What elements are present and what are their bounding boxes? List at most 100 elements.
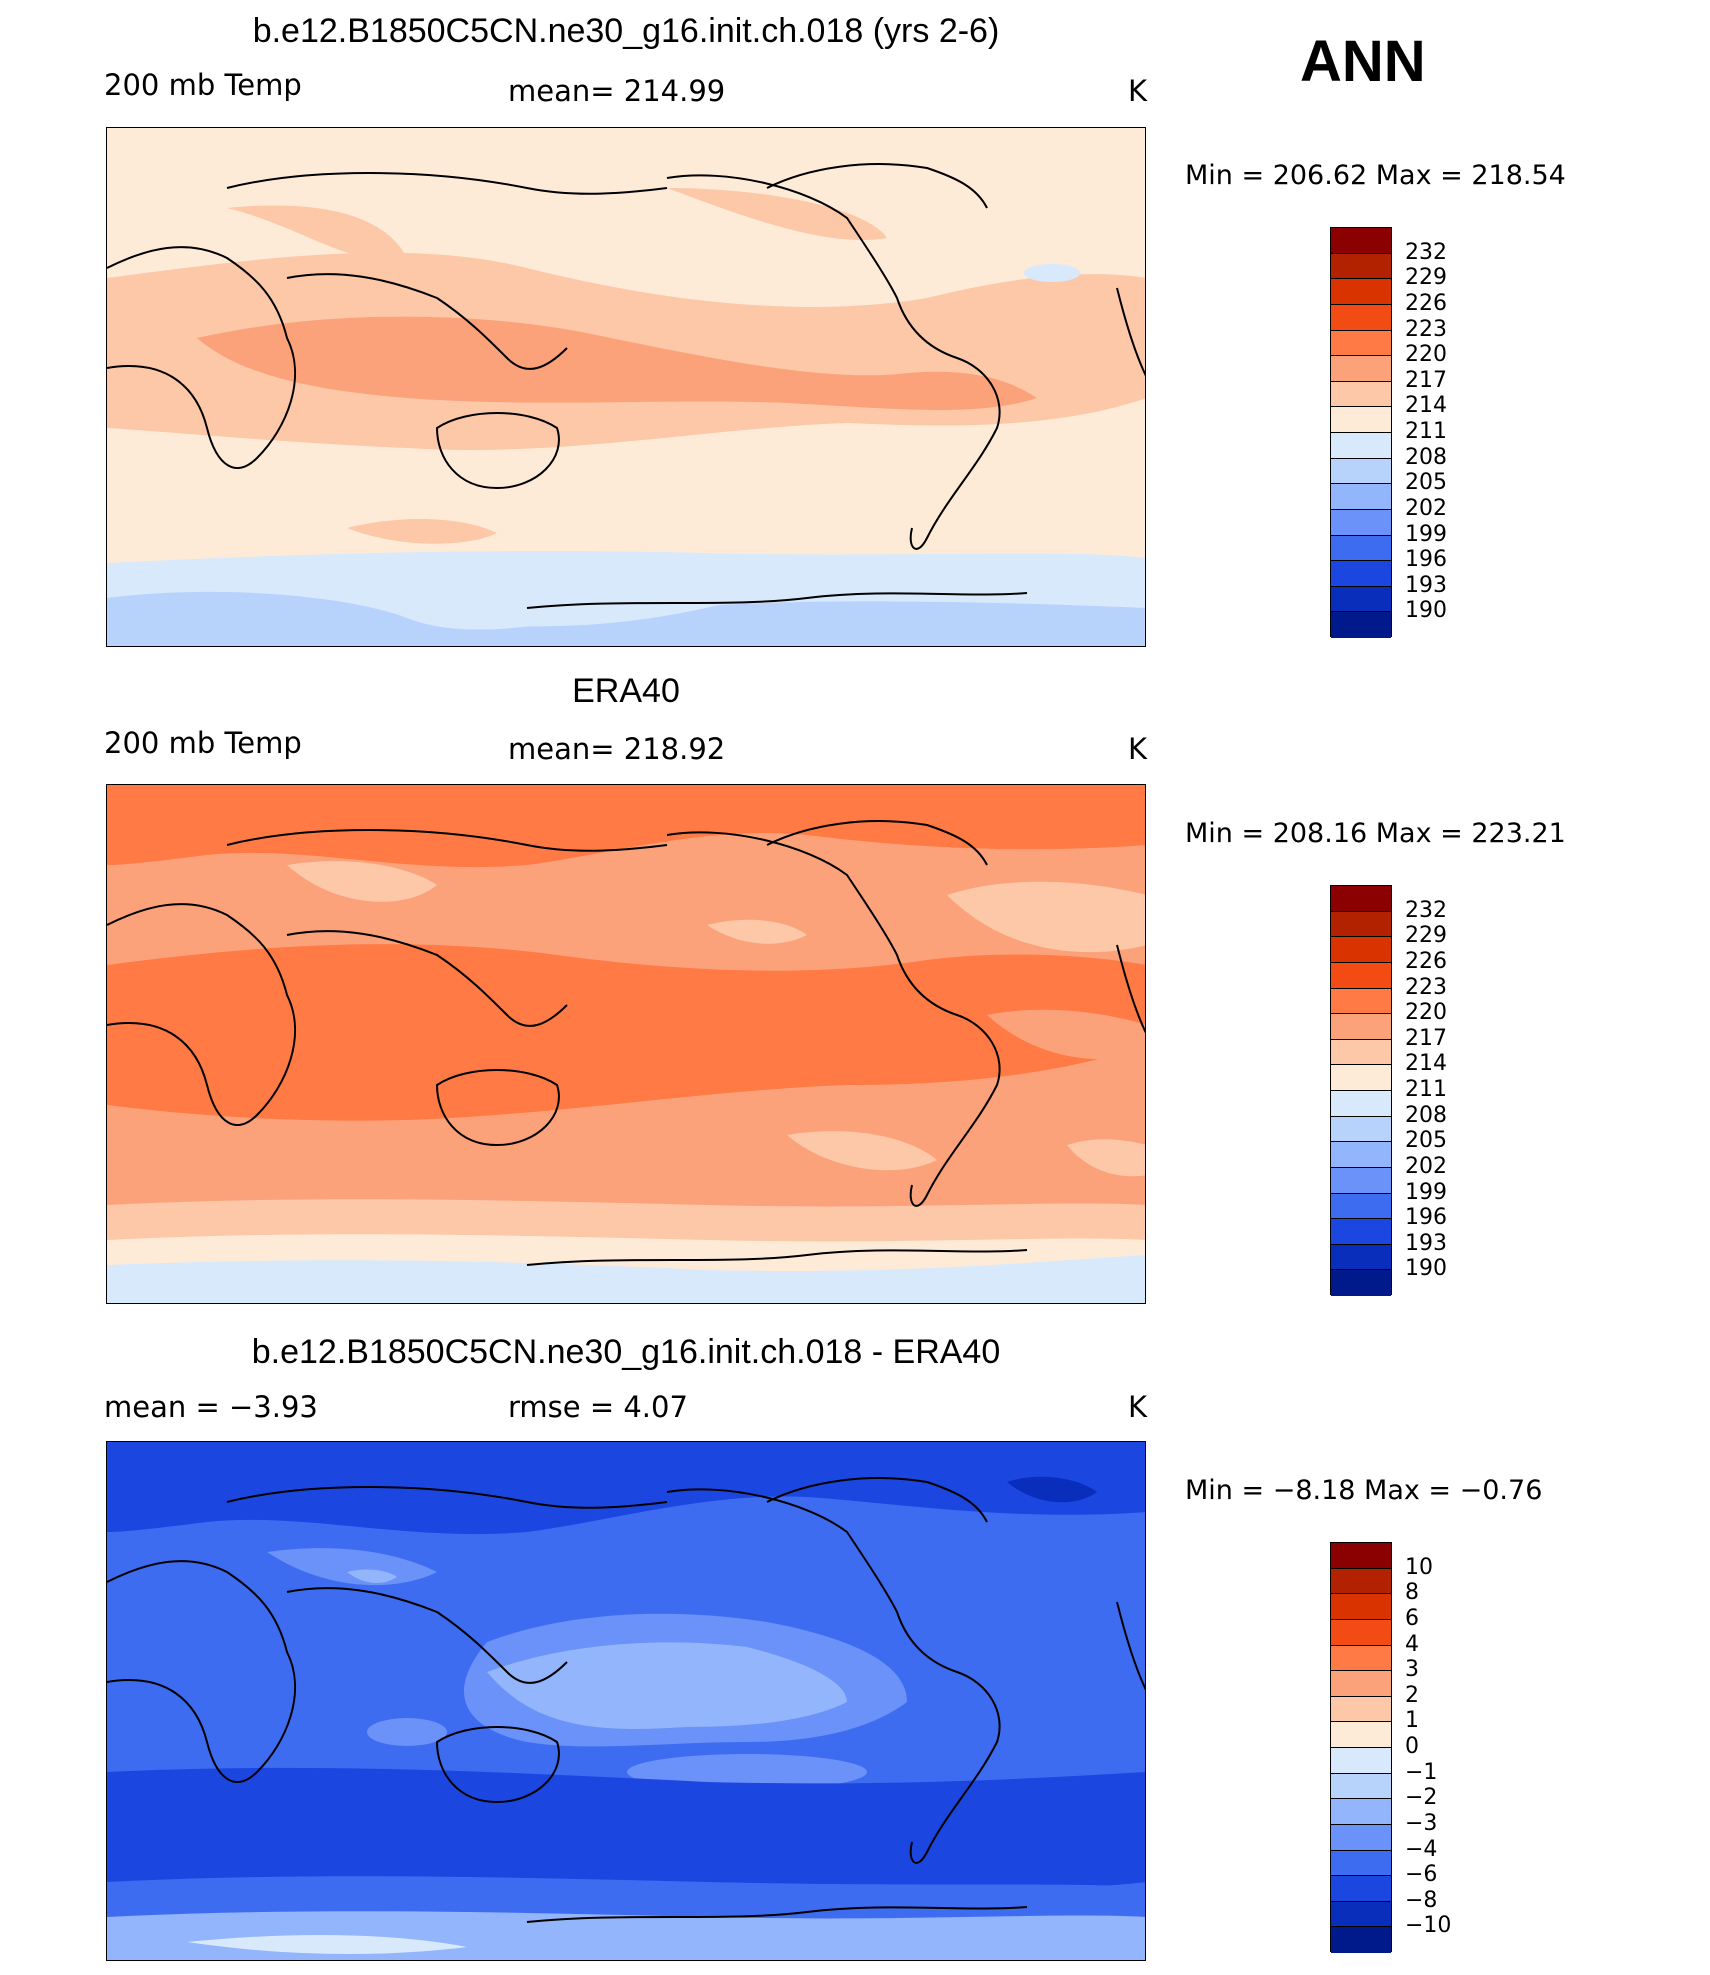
- season-label: ANN: [1300, 29, 1426, 94]
- colorbar-swatch: [1331, 937, 1391, 963]
- colorbar-tick-label: 10: [1405, 1554, 1433, 1580]
- colorbar-tick-label: 220: [1405, 1000, 1447, 1026]
- colorbar-swatch: [1331, 612, 1391, 638]
- colorbar-swatch: [1331, 1773, 1391, 1800]
- colorbar-swatch: [1331, 509, 1391, 536]
- colorbar-swatch: [1331, 1219, 1391, 1245]
- colorbar-swatch: [1331, 586, 1391, 613]
- colorbar-tick-label: 3: [1405, 1657, 1419, 1683]
- colorbar-swatch: [1331, 1876, 1391, 1902]
- colorbar-tick-label: 196: [1405, 547, 1447, 573]
- colorbar-swatch: [1331, 356, 1391, 382]
- colorbar-tick-label: 2: [1405, 1682, 1419, 1708]
- colorbar-swatch: [1331, 1824, 1391, 1851]
- colorbar-swatch: [1331, 1270, 1391, 1296]
- colorbar-swatch: [1331, 1696, 1391, 1723]
- colorbar-swatch: [1331, 561, 1391, 587]
- colorbar-swatch: [1331, 484, 1391, 510]
- colorbar-swatch: [1331, 1645, 1391, 1672]
- colorbar-swatch: [1331, 535, 1391, 562]
- panel2-contour-field: [107, 785, 1145, 1303]
- colorbar-swatch: [1331, 886, 1391, 912]
- panel2-title: ERA40: [572, 672, 680, 710]
- colorbar-swatch: [1331, 1193, 1391, 1220]
- panel1-minmax-label: Min = 206.62 Max = 218.54: [1185, 160, 1566, 191]
- colorbar-swatch: [1331, 962, 1391, 989]
- colorbar-tick-label: 4: [1405, 1631, 1419, 1657]
- panel2-mean-label: mean= 218.92: [508, 732, 726, 766]
- panel1-units-label: K: [1128, 74, 1148, 108]
- colorbar-tick-label: 193: [1405, 1230, 1447, 1256]
- panel2-map: [106, 784, 1146, 1304]
- colorbar-swatch: [1331, 1167, 1391, 1194]
- colorbar-swatch: [1331, 330, 1391, 357]
- colorbar-swatch: [1331, 1671, 1391, 1697]
- colorbar-swatch: [1331, 1091, 1391, 1117]
- colorbar-tick-label: 223: [1405, 974, 1447, 1000]
- colorbar-tick-label: 205: [1405, 470, 1447, 496]
- colorbar-swatch: [1331, 1116, 1391, 1143]
- panel3-mean-label: mean = −3.93: [104, 1390, 318, 1424]
- colorbar-tick-label: 208: [1405, 1102, 1447, 1128]
- colorbar-swatch: [1331, 988, 1391, 1015]
- panel1-map: [106, 127, 1146, 647]
- colorbar-tick-label: 196: [1405, 1205, 1447, 1231]
- colorbar-tick-label: 190: [1405, 1256, 1447, 1282]
- colorbar-swatch: [1331, 279, 1391, 305]
- panel3-title: b.e12.B1850C5CN.ne30_g16.init.ch.018 - E…: [251, 1333, 1001, 1371]
- colorbar-tick-label: 208: [1405, 444, 1447, 470]
- colorbar-tick-label: 220: [1405, 342, 1447, 368]
- colorbar-tick-label: −3: [1405, 1810, 1438, 1836]
- colorbar-tick-label: −4: [1405, 1836, 1438, 1862]
- colorbar-tick-label: 199: [1405, 521, 1447, 547]
- colorbar-tick-label: −1: [1405, 1759, 1438, 1785]
- colorbar-swatch: [1331, 1039, 1391, 1066]
- colorbar-swatch: [1331, 458, 1391, 485]
- colorbar-swatch: [1331, 911, 1391, 938]
- colorbar-tick-label: 6: [1405, 1605, 1419, 1631]
- colorbar-tick-label: 8: [1405, 1580, 1419, 1606]
- colorbar-swatch: [1331, 1014, 1391, 1040]
- colorbar-tick-label: 217: [1405, 1025, 1447, 1051]
- colorbar-swatch: [1331, 433, 1391, 459]
- colorbar-tick-label: 190: [1405, 598, 1447, 624]
- panel3-map: [106, 1441, 1146, 1961]
- colorbar-tick-label: 214: [1405, 393, 1447, 419]
- colorbar-tick-label: 1: [1405, 1708, 1419, 1734]
- colorbar-swatch: [1331, 1142, 1391, 1168]
- panel2-minmax-label: Min = 208.16 Max = 223.21: [1185, 818, 1566, 849]
- colorbar-tick-label: 214: [1405, 1051, 1447, 1077]
- colorbar-tick-label: 217: [1405, 367, 1447, 393]
- panel3-rmse-label: rmse = 4.07: [508, 1390, 688, 1424]
- panel1-variable-label: 200 mb Temp: [104, 68, 302, 102]
- panel2-units-label: K: [1128, 732, 1148, 766]
- colorbar-tick-label: 229: [1405, 265, 1447, 291]
- colorbar-tick-label: 226: [1405, 290, 1447, 316]
- colorbar-swatch: [1331, 1901, 1391, 1928]
- panel1-title: b.e12.B1850C5CN.ne30_g16.init.ch.018 (yr…: [252, 12, 1000, 50]
- colorbar-tick-label: −10: [1405, 1913, 1452, 1939]
- colorbar-swatch: [1331, 1619, 1391, 1646]
- colorbar-swatch: [1331, 1594, 1391, 1620]
- panel2-colorbar: [1330, 885, 1392, 1296]
- colorbar-tick-label: 211: [1405, 419, 1447, 444]
- colorbar-swatch: [1331, 1244, 1391, 1271]
- colorbar-tick-label: 193: [1405, 572, 1447, 598]
- colorbar-tick-label: 202: [1405, 1153, 1447, 1179]
- colorbar-swatch: [1331, 228, 1391, 254]
- colorbar-tick-label: −8: [1405, 1887, 1438, 1913]
- panel2-variable-label: 200 mb Temp: [104, 726, 302, 760]
- colorbar-tick-label: 211: [1405, 1077, 1447, 1102]
- colorbar-tick-label: −2: [1405, 1785, 1438, 1811]
- colorbar-swatch: [1331, 1799, 1391, 1825]
- colorbar-swatch: [1331, 304, 1391, 331]
- colorbar-swatch: [1331, 1850, 1391, 1877]
- panel3-contour-field: [107, 1442, 1145, 1960]
- colorbar-tick-label: 202: [1405, 495, 1447, 521]
- colorbar-tick-label: 229: [1405, 923, 1447, 949]
- colorbar-tick-label: 205: [1405, 1128, 1447, 1154]
- colorbar-swatch: [1331, 1543, 1391, 1569]
- colorbar-tick-label: 232: [1405, 239, 1447, 265]
- colorbar-tick-label: 232: [1405, 897, 1447, 923]
- colorbar-tick-label: 0: [1405, 1734, 1419, 1759]
